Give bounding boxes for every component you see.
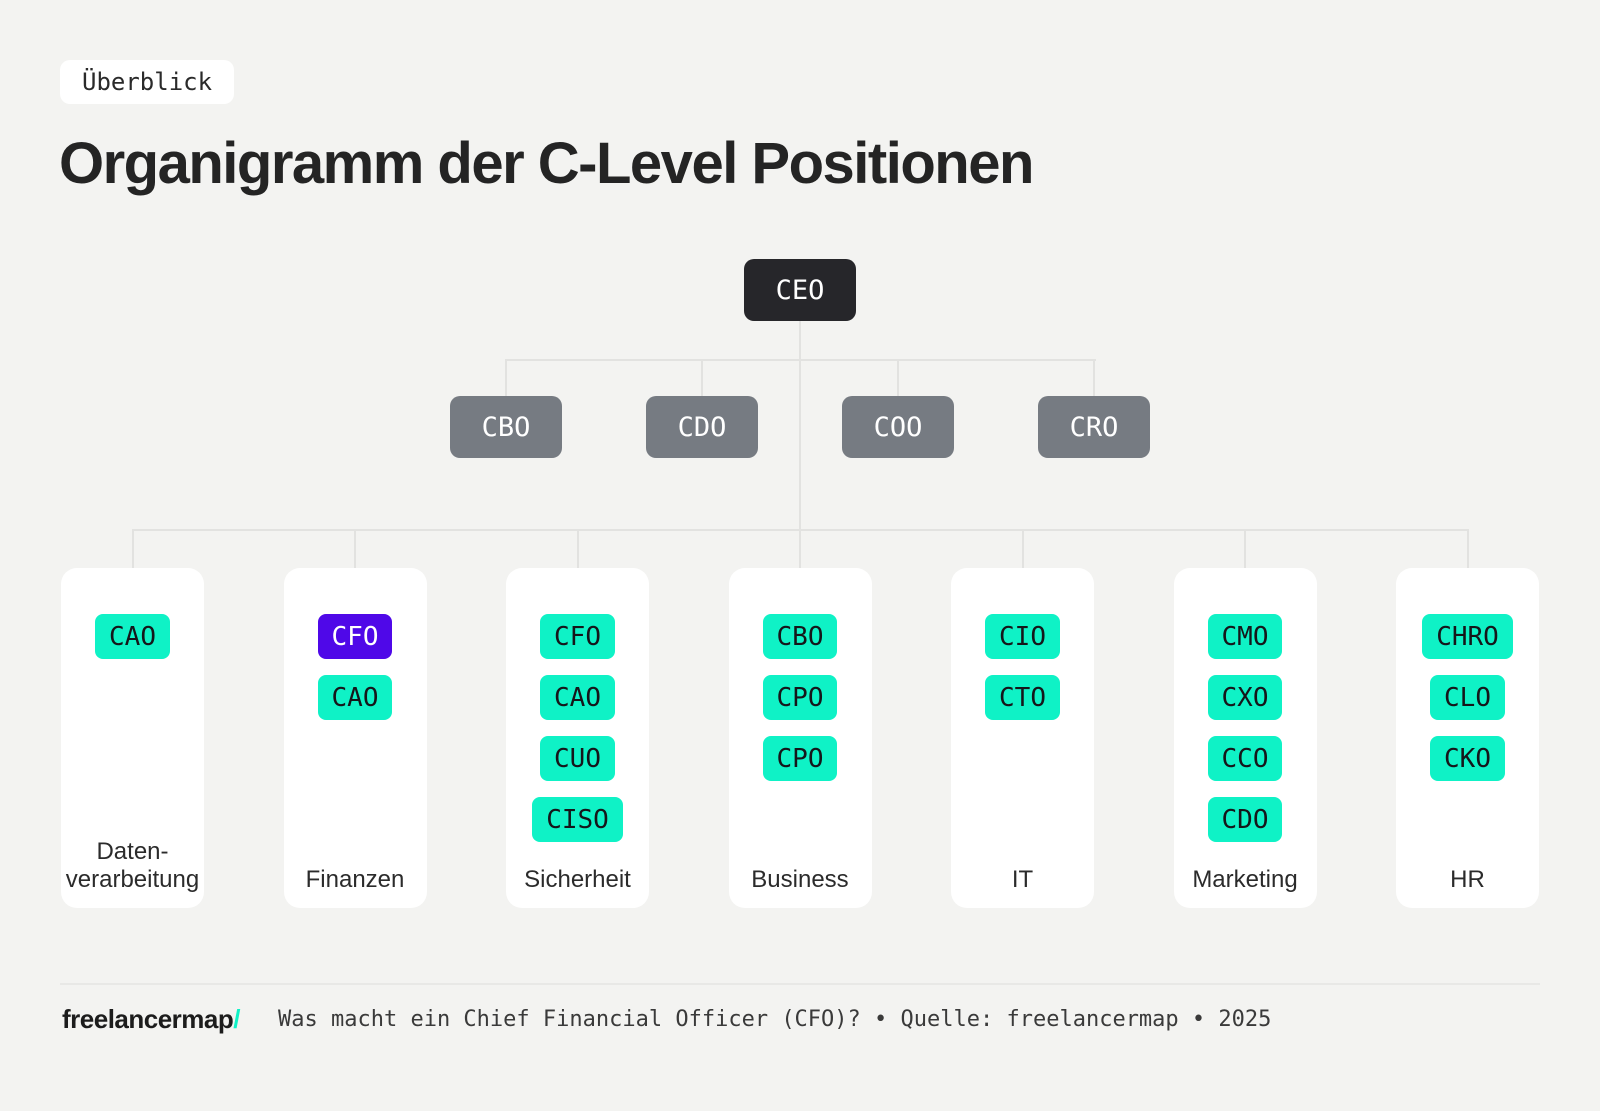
role-chip-list: CMO CXO CCO CDO [1207,614,1283,842]
role-chip: CFO [540,614,615,659]
connector-line [506,359,1096,361]
connector-line [576,529,579,568]
connector-line [1093,359,1095,396]
org-level2-label: CBO [481,411,531,443]
department-card: CBO CPO CPO Business [728,568,872,908]
connector-line [799,529,801,568]
org-root-box: CEO [744,259,856,321]
overview-badge: Überblick [60,60,235,104]
role-chip-list: CHRO CLO CKO [1422,614,1513,781]
department-label: Marketing [1192,866,1298,894]
role-chip: CAO [317,675,393,720]
role-chip-list: CAO [95,614,170,659]
connector-line [354,529,356,568]
role-chip: CPO [762,736,838,781]
department-card: CIO CTO IT [951,568,1094,908]
role-chip: CKO [1430,736,1505,781]
role-chip: CCO [1207,736,1283,781]
org-level2-box: CBO [450,396,562,458]
org-level2-box: COO [842,396,954,458]
role-chip: CHRO [1422,614,1513,659]
role-chip: CPO [762,675,838,720]
logo-wordmark: freelancermap [62,1003,234,1034]
department-label: IT [1011,866,1034,894]
logo-slash-icon: / [233,1003,240,1034]
department-label: Sicherheit [524,866,631,894]
footer-divider [60,983,1540,985]
connector-line [1244,529,1246,568]
footer: freelancermap/ Was macht ein Chief Finan… [62,1000,1540,1038]
department-label: Daten-verarbeitung [65,838,200,894]
role-chip-highlighted: CFO [317,614,393,659]
org-level2-box: CDO [646,396,758,458]
connector-line [1021,529,1024,568]
department-card: CMO CXO CCO CDO Marketing [1173,568,1317,908]
role-chip: CDO [1207,797,1283,842]
role-chip-list: CFO CAO CUO CISO [532,614,623,842]
org-level2-label: CDO [677,411,727,443]
department-card: CFO CAO Finanzen [283,568,427,908]
role-chip-list: CFO CAO [317,614,393,720]
department-label: Business [751,866,849,894]
connector-line [1466,529,1469,568]
role-chip: CMO [1207,614,1283,659]
connector-line [505,359,507,396]
role-chip: CISO [532,797,623,842]
connector-line [897,359,899,396]
overview-badge-label: Überblick [82,68,213,96]
org-level2-label: COO [873,411,923,443]
role-chip: CTO [985,675,1060,720]
page-title: Organigramm der C-Level Positionen [59,131,1034,196]
department-card: CFO CAO CUO CISO Sicherheit [506,568,649,908]
org-level2-label: CRO [1069,411,1119,443]
role-chip: CLO [1430,675,1505,720]
connector-line [701,359,703,396]
connector-line [799,321,801,531]
role-chip: CBO [762,614,838,659]
org-level2-box: CRO [1038,396,1150,458]
role-chip-list: CBO CPO CPO [762,614,838,781]
role-chip: CUO [540,736,615,781]
org-root-label: CEO [775,274,825,306]
department-label: Finanzen [305,866,405,894]
department-card: CHRO CLO CKO HR [1396,568,1539,908]
footer-source-text: Was macht ein Chief Financial Officer (C… [278,1006,1272,1032]
department-card: CAO Daten-verarbeitung [61,568,204,908]
connector-line [131,529,134,568]
department-label: HR [1450,866,1485,894]
role-chip: CIO [985,614,1060,659]
freelancermap-logo: freelancermap/ [62,1004,240,1035]
role-chip: CAO [95,614,170,659]
role-chip: CXO [1207,675,1283,720]
role-chip: CAO [540,675,615,720]
role-chip-list: CIO CTO [985,614,1060,720]
